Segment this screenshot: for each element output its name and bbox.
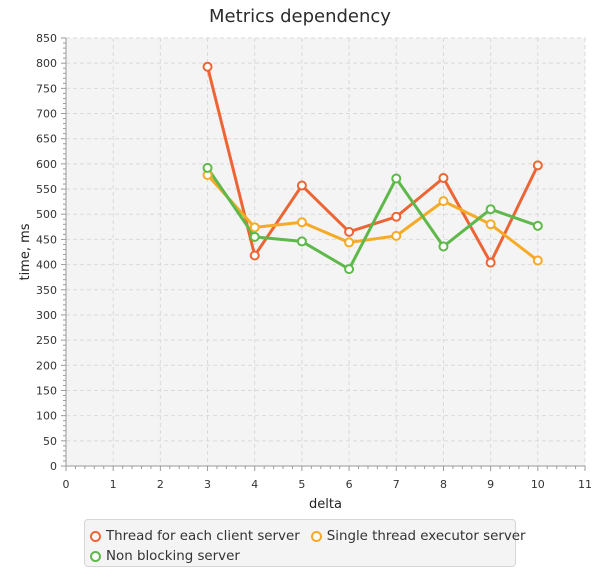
series-0-point [485, 257, 496, 268]
y-tick-label: 350 [36, 284, 57, 297]
legend-row-1: Thread for each client server Single thr… [89, 526, 526, 546]
y-tick-label: 800 [36, 57, 57, 70]
series-0-point [344, 226, 355, 237]
legend-row-2: Non blocking server [89, 546, 507, 566]
legend-label-non-blocking: Non blocking server [106, 548, 240, 564]
series-1-point [532, 255, 543, 266]
y-tick-label: 600 [36, 158, 57, 171]
series-0-point [202, 61, 213, 72]
x-tick-label: 11 [578, 478, 592, 491]
series-1-point [296, 217, 307, 228]
x-tick-label: 2 [157, 478, 164, 491]
series-2-point [438, 241, 449, 252]
series-1-point [344, 237, 355, 248]
y-tick-label: 450 [36, 233, 57, 246]
series-2-point [249, 231, 260, 242]
plot-background [66, 38, 585, 466]
x-tick-label: 7 [393, 478, 400, 491]
legend: Thread for each client server Single thr… [84, 519, 526, 567]
legend-marker-thread-per-client [90, 530, 101, 542]
x-tick-label: 10 [531, 478, 545, 491]
series-1-point [438, 196, 449, 207]
x-tick-label: 1 [110, 478, 117, 491]
series-0-point [391, 211, 402, 222]
y-tick-label: 200 [36, 359, 57, 372]
series-layer [202, 61, 543, 275]
y-tick-label: 750 [36, 82, 57, 95]
y-tick-label: 50 [43, 435, 57, 448]
series-line-2 [206, 166, 540, 271]
axes: 0501001502002503003504004505005506006507… [36, 32, 592, 491]
legend-item-single-thread: Single thread executor server [310, 529, 526, 544]
series-0-point [296, 180, 307, 191]
legend-label-single-thread: Single thread executor server [326, 528, 526, 544]
y-tick-label: 500 [36, 208, 57, 221]
legend-item-non-blocking: Non blocking server [89, 549, 240, 564]
x-tick-label: 3 [204, 478, 211, 491]
legend-marker-single-thread [310, 530, 322, 542]
x-tick-label: 4 [251, 478, 258, 491]
x-tick-label: 9 [487, 478, 494, 491]
y-tick-label: 100 [36, 410, 57, 423]
x-tick-label: 6 [346, 478, 353, 491]
series-1-point [391, 230, 402, 241]
series-2-point [532, 220, 543, 231]
series-line-1 [206, 173, 540, 263]
y-tick-label: 0 [50, 460, 57, 473]
x-axis-label: delta [309, 497, 342, 512]
y-tick-label: 300 [36, 309, 57, 322]
y-tick-label: 150 [36, 384, 57, 397]
series-1-point [485, 219, 496, 230]
legend-label-thread-per-client: Thread for each client server [106, 528, 300, 544]
y-tick-label: 400 [36, 259, 57, 272]
y-tick-label: 850 [36, 32, 57, 45]
x-tick-label: 8 [440, 478, 447, 491]
x-tick-label: 0 [63, 478, 70, 491]
series-2-point [344, 264, 355, 275]
legend-item-thread-per-client: Thread for each client server [89, 529, 300, 544]
y-tick-label: 650 [36, 133, 57, 146]
x-tick-label: 5 [298, 478, 305, 491]
series-0-point [532, 160, 543, 171]
series-2-point [296, 236, 307, 247]
series-2-point [202, 162, 213, 173]
y-tick-label: 700 [36, 108, 57, 121]
legend-marker-non-blocking [90, 550, 101, 562]
series-0-point [249, 250, 260, 261]
chart-title: Metrics dependency [209, 6, 391, 27]
series-1-point [249, 222, 260, 233]
series-0-point [438, 172, 449, 183]
series-2-point [391, 173, 402, 184]
y-tick-label: 250 [36, 334, 57, 347]
y-axis-label: time, ms [18, 223, 33, 280]
y-tick-label: 550 [36, 183, 57, 196]
series-2-point [485, 204, 496, 215]
